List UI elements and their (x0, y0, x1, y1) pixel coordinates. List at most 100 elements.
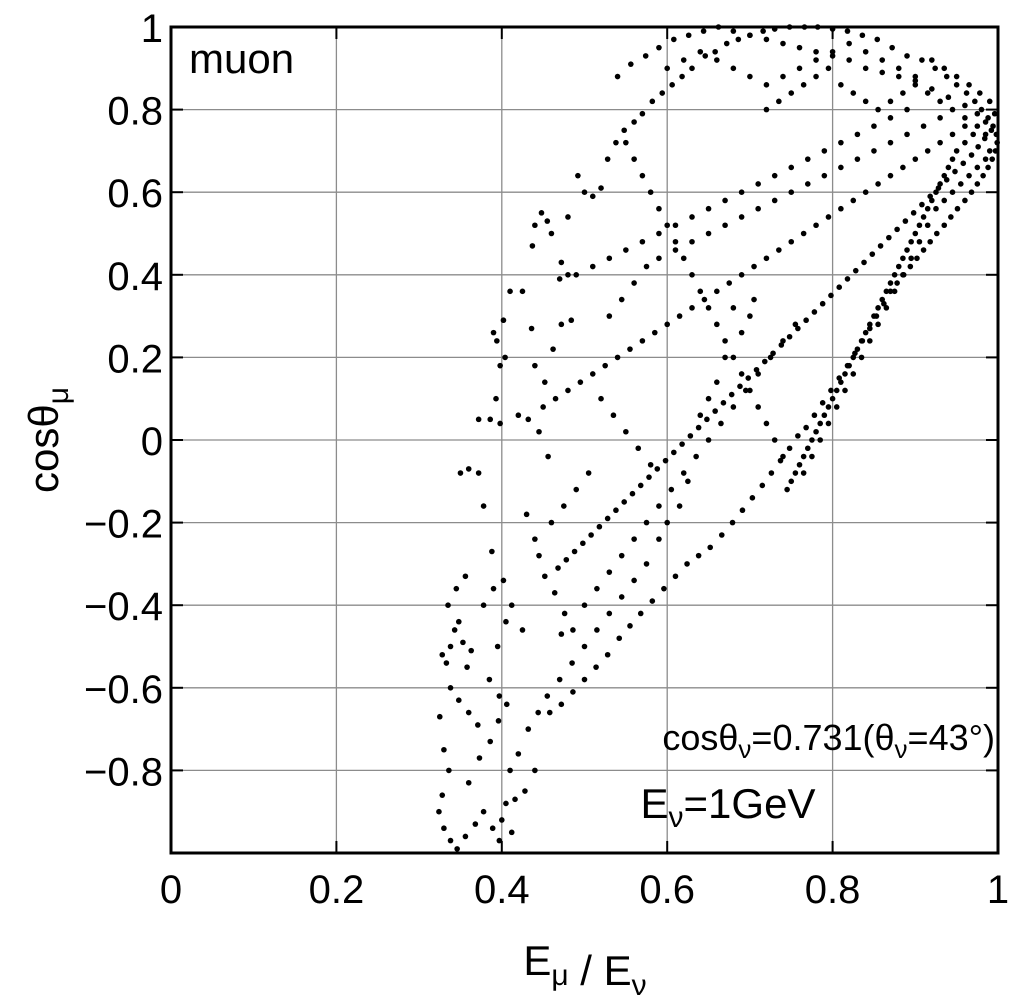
scatter-point (462, 833, 469, 840)
scatter-point (867, 321, 873, 328)
scatter-point (729, 519, 736, 526)
scatter-point (631, 577, 637, 584)
scatter-point (867, 338, 873, 344)
y-tick-label: −0.2 (84, 503, 163, 547)
scatter-point (672, 247, 679, 253)
scatter-point (651, 329, 658, 336)
scatter-point (606, 610, 613, 617)
scatter-point (656, 230, 662, 237)
scatter-point (679, 73, 685, 80)
scatter-point (919, 57, 925, 63)
scatter-point (972, 98, 978, 105)
scatter-point (771, 437, 778, 443)
scatter-point (486, 676, 493, 683)
scatter-point (643, 561, 650, 567)
scatter-point (621, 127, 627, 134)
scatter-point (565, 214, 571, 220)
scatter-point (695, 552, 702, 559)
scatter-point (722, 222, 728, 229)
scatter-point (796, 65, 803, 72)
y-tick-label: 0.2 (107, 337, 163, 381)
y-tick-label: 0.6 (107, 172, 163, 216)
scatter-point (788, 90, 795, 96)
scatter-point (639, 238, 646, 245)
scatter-point (879, 57, 886, 63)
scatter-point (668, 486, 675, 493)
scatter-point (726, 280, 733, 286)
scatter-point (451, 627, 458, 633)
angle-sub: ν (738, 734, 751, 764)
scatter-point (792, 470, 799, 476)
scatter-point (829, 48, 836, 55)
y-tick-label: 1 (141, 7, 163, 51)
scatter-point (596, 523, 603, 530)
scatter-point (977, 90, 983, 96)
scatter-point (937, 181, 943, 187)
scatter-point (515, 412, 522, 419)
scatter-point (960, 160, 967, 167)
scatter-point (465, 709, 472, 716)
scatter-point (949, 189, 956, 195)
scatter-point (661, 585, 667, 592)
scatter-point (465, 779, 472, 786)
scatter-point (780, 40, 786, 47)
scatter-point (525, 416, 532, 423)
scatter-point (916, 222, 923, 229)
scatter-point (738, 214, 745, 220)
scatter-point (985, 164, 991, 171)
scatter-point (614, 354, 621, 361)
scatter-point (844, 276, 851, 282)
scatter-point (875, 321, 881, 328)
scatter-point (546, 709, 553, 716)
scatter-point (877, 243, 884, 249)
scatter-point (895, 263, 902, 270)
scatter-point (988, 127, 995, 134)
scatter-point (912, 77, 919, 84)
scatter-point (623, 247, 629, 253)
scatter-point (532, 222, 538, 229)
scatter-point (540, 404, 546, 410)
scatter-point (593, 664, 599, 670)
scatter-point (916, 238, 923, 245)
scatter-point (436, 808, 442, 815)
scatter-point (697, 412, 704, 419)
scatter-point (495, 718, 502, 724)
scatter-point (804, 156, 811, 162)
scatter-point (542, 573, 548, 580)
scatter-point (705, 205, 712, 212)
scatter-point (862, 329, 869, 336)
scatter-point (664, 519, 670, 526)
scatter-point (989, 156, 996, 162)
y-tick-label: 0.4 (107, 255, 163, 299)
scatter-point (487, 416, 494, 423)
energy-suffix: =1GeV (684, 780, 816, 827)
scatter-point (875, 181, 881, 187)
x-tick-label: 0.2 (309, 868, 365, 912)
scatter-point (637, 610, 644, 617)
scatter-point (833, 404, 840, 410)
scatter-point (792, 321, 799, 328)
scatter-point (558, 631, 565, 637)
scatter-point (536, 552, 542, 559)
scatter-point (618, 296, 625, 303)
scatter-point (570, 689, 576, 695)
scatter-point (714, 379, 720, 385)
scatter-point (862, 65, 869, 72)
scatter-point (581, 643, 588, 650)
scatter-point (861, 259, 867, 266)
scatter-point (532, 536, 538, 542)
scatter-point (875, 305, 881, 311)
scatter-point (503, 701, 510, 708)
scatter-point (953, 82, 960, 88)
scatter-point (975, 143, 981, 150)
scatter-point (904, 53, 910, 59)
scatter-point (777, 457, 784, 464)
scatter-point (883, 305, 890, 311)
scatter-point (548, 519, 555, 526)
scatter-point (945, 94, 952, 101)
scatter-point (838, 164, 844, 171)
scatter-point (685, 478, 691, 485)
scatter-point (912, 156, 919, 162)
scatter-point (844, 28, 851, 34)
scatter-point (659, 90, 666, 96)
